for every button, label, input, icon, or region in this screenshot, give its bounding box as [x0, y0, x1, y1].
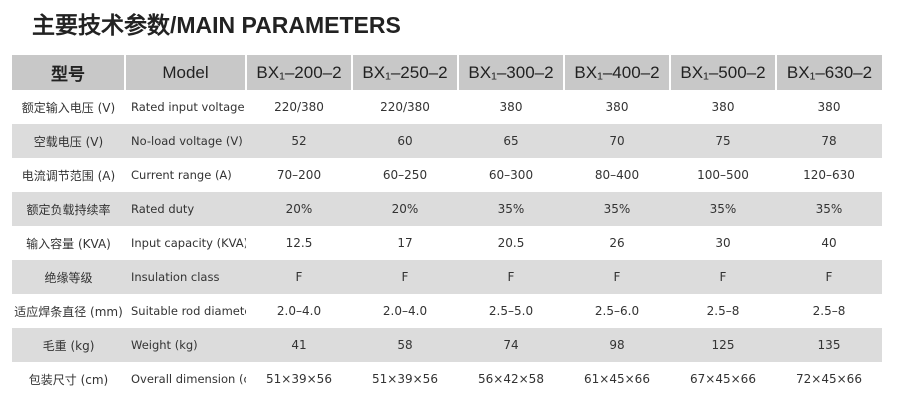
label-cn: 空载电压 (V): [12, 124, 125, 158]
header-cell: BX₁–630–2: [775, 55, 882, 90]
label-en: Current range (A): [131, 168, 232, 182]
value-cell: 2.0–4.0: [382, 304, 428, 318]
header-cell: 型号: [12, 55, 125, 90]
value-cell: F: [458, 260, 564, 294]
label-en: Overall dimension (cm): [131, 372, 246, 386]
value-cell: 35%: [458, 192, 564, 226]
value-cell: 35%: [776, 192, 882, 226]
table-row: 电流调节范围 (A) Current range (A) 70–200 60–250 6…: [12, 158, 882, 192]
value-cell: F: [352, 260, 458, 294]
label-cn: 额定负载持续率: [12, 192, 125, 226]
table-row: 适应焊条直径 (mm) Suitable rod diameter (mm) 2.0…: [12, 294, 882, 328]
label-cn: 绝缘等级: [12, 260, 125, 294]
value-cell: 26: [609, 236, 625, 250]
value-cell: 380: [605, 100, 629, 114]
value-cell: 51×39×56: [372, 372, 438, 386]
value-cell: 380: [711, 100, 735, 114]
table-row: 包装尺寸 (cm) Overall dimension (cm) 51×39×56 5…: [12, 362, 882, 396]
value-cell: 20%: [352, 192, 458, 226]
label-en: Weight (kg): [125, 328, 246, 362]
value-cell: 70–200: [276, 168, 322, 182]
label-en: Insulation class: [125, 260, 246, 294]
value-cell: 125: [670, 328, 776, 362]
value-cell: 60: [352, 124, 458, 158]
value-cell: 20.5: [497, 236, 525, 250]
value-cell: 20%: [246, 192, 352, 226]
label-cn: 适应焊条直径 (mm): [14, 304, 123, 319]
label-en: Input capacity (KVA): [131, 236, 246, 250]
value-cell: 74: [458, 328, 564, 362]
label-cn: 包装尺寸 (cm): [28, 372, 109, 387]
value-cell: 80–400: [594, 168, 640, 182]
label-cn: 输入容量 (KVA): [26, 236, 111, 251]
value-cell: 2.5–5.0: [488, 304, 534, 318]
value-cell: 61×45×66: [584, 372, 650, 386]
value-cell: 220/380: [274, 100, 324, 114]
value-cell: 2.5–8: [812, 304, 846, 318]
label-en: Suitable rod diameter (mm): [131, 304, 246, 318]
label-cn: 额定输入电压 (V): [21, 100, 116, 115]
value-cell: 58: [352, 328, 458, 362]
value-cell: 220/380: [380, 100, 430, 114]
value-cell: 35%: [564, 192, 670, 226]
parameters-table: 型号 Model BX₁–200–2 BX₁–250–2 BX₁–300–2 BX₁–40…: [12, 55, 882, 396]
value-cell: 380: [817, 100, 841, 114]
value-cell: 51×39×56: [266, 372, 332, 386]
value-cell: 100–500: [697, 168, 749, 182]
label-en: No-load voltage (V): [125, 124, 246, 158]
value-cell: 56×42×58: [478, 372, 544, 386]
value-cell: F: [776, 260, 882, 294]
value-cell: 135: [776, 328, 882, 362]
value-cell: F: [564, 260, 670, 294]
value-cell: 380: [499, 100, 523, 114]
table-row: 额定负载持续率 Rated duty 20% 20% 35% 35% 35% 35%: [12, 192, 882, 226]
value-cell: 67×45×66: [690, 372, 756, 386]
header-cell: BX₁–200–2: [245, 55, 352, 90]
value-cell: 41: [246, 328, 352, 362]
header-cell: BX₁–500–2: [669, 55, 776, 90]
value-cell: 65: [458, 124, 564, 158]
value-cell: 2.5–8: [706, 304, 740, 318]
value-cell: 78: [776, 124, 882, 158]
label-cn: 毛重 (kg): [12, 328, 125, 362]
header-cell: BX₁–300–2: [457, 55, 564, 90]
table-row: 空载电压 (V) No-load voltage (V) 52 60 65 70 75 78: [12, 124, 882, 158]
value-cell: 120–630: [803, 168, 855, 182]
value-cell: F: [246, 260, 352, 294]
header-row: 型号 Model BX₁–200–2 BX₁–250–2 BX₁–300–2 BX₁–40…: [12, 55, 882, 90]
value-cell: 70: [564, 124, 670, 158]
title: 主要技术参数/MAIN PARAMETERS: [32, 12, 401, 38]
table-row: 输入容量 (KVA) Input capacity (KVA) 12.5 17 20.5…: [12, 226, 882, 260]
value-cell: 60–300: [488, 168, 534, 182]
value-cell: 40: [821, 236, 837, 250]
header-cell: Model: [124, 55, 246, 90]
table-header: 型号 Model BX₁–200–2 BX₁–250–2 BX₁–300–2 BX₁–40…: [12, 55, 882, 90]
label-cn: 电流调节范围 (A): [21, 168, 116, 183]
value-cell: 98: [564, 328, 670, 362]
value-cell: 12.5: [285, 236, 313, 250]
value-cell: 75: [670, 124, 776, 158]
value-cell: 2.5–6.0: [594, 304, 640, 318]
header-cell: BX₁–400–2: [563, 55, 670, 90]
value-cell: 30: [715, 236, 731, 250]
value-cell: 52: [246, 124, 352, 158]
label-en: Rated input voltage (V): [131, 100, 246, 114]
table-body: 额定输入电压 (V) Rated input voltage (V) 220/380…: [12, 90, 882, 396]
value-cell: F: [670, 260, 776, 294]
value-cell: 72×45×66: [796, 372, 862, 386]
value-cell: 2.0–4.0: [276, 304, 322, 318]
header-cell: BX₁–250–2: [351, 55, 458, 90]
table-row: 毛重 (kg) Weight (kg) 41 58 74 98 125 135: [12, 328, 882, 362]
table-row: 绝缘等级 Insulation class F F F F F F: [12, 260, 882, 294]
value-cell: 35%: [670, 192, 776, 226]
table-row: 额定输入电压 (V) Rated input voltage (V) 220/380…: [12, 90, 882, 124]
label-en: Rated duty: [125, 192, 246, 226]
value-cell: 60–250: [382, 168, 428, 182]
value-cell: 17: [397, 236, 413, 250]
